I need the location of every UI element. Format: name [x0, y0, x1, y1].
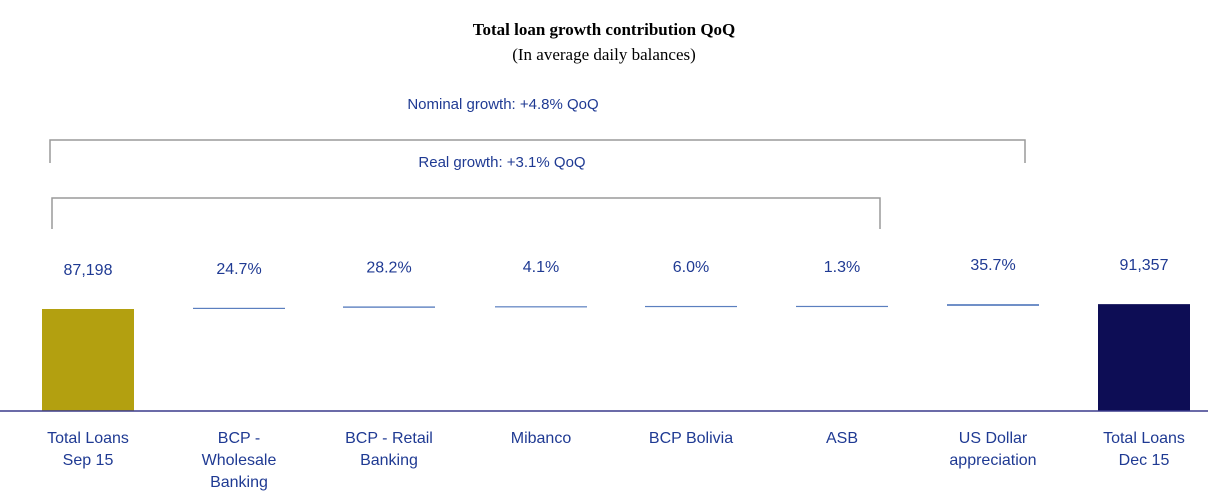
category-label-line: Total Loans [1103, 430, 1185, 447]
data-label: 35.7% [970, 257, 1015, 274]
category-label-line: US Dollar [959, 430, 1028, 447]
data-label: 4.1% [523, 259, 559, 276]
total-bar [1098, 304, 1190, 411]
data-label: 1.3% [824, 259, 860, 276]
contribution-bar [796, 305, 888, 308]
category-label: BCP - Retail Banking [345, 430, 433, 469]
category-label-line: ASB [826, 430, 858, 447]
total-bar [42, 309, 134, 411]
nominal-growth-annotation: Nominal growth: +4.8% QoQ [407, 96, 598, 113]
data-label: 28.2% [366, 259, 411, 276]
nominal-growth-bracket [49, 139, 1026, 163]
bar-group [42, 304, 1190, 411]
real-growth-bracket [51, 197, 881, 229]
category-label-line: BCP Bolivia [649, 430, 733, 447]
data-label: 87,198 [64, 262, 113, 279]
data-label: 6.0% [673, 259, 709, 276]
data-label: 91,357 [1120, 257, 1169, 274]
category-label-line: Sep 15 [63, 452, 114, 469]
category-label-line: Banking [210, 474, 268, 491]
chart-subtitle: (In average daily balances) [512, 45, 696, 64]
category-label: BCP - Wholesale Banking [202, 430, 277, 491]
data-label-group: 87,198 24.7% 28.2% 4.1% 6.0% 1.3% 35.7% 91,357 [64, 257, 1169, 279]
category-label-line: Dec 15 [1119, 452, 1170, 469]
category-label-line: Total Loans [47, 430, 129, 447]
contribution-bar [193, 307, 285, 309]
contribution-bar [343, 306, 435, 308]
category-label-line: BCP - [218, 430, 260, 447]
category-label-line: Mibanco [511, 430, 572, 447]
category-label: BCP Bolivia [649, 430, 733, 447]
category-label-line: BCP - Retail [345, 430, 433, 447]
category-label-line: appreciation [949, 452, 1036, 469]
contribution-bar [495, 306, 587, 308]
contribution-bar [947, 304, 1039, 306]
category-label: Total Loans Dec 15 [1103, 430, 1185, 469]
chart-title: Total loan growth contribution QoQ [473, 20, 736, 39]
category-label-line: Wholesale [202, 452, 277, 469]
real-growth-annotation: Real growth: +3.1% QoQ [418, 154, 585, 171]
category-label-line: Banking [360, 452, 418, 469]
data-label: 24.7% [216, 261, 261, 278]
category-label: ASB [826, 430, 858, 447]
category-label: Mibanco [511, 430, 572, 447]
contribution-bar [645, 305, 737, 308]
category-label: Total Loans Sep 15 [47, 430, 129, 469]
category-label: US Dollar appreciation [949, 430, 1036, 469]
